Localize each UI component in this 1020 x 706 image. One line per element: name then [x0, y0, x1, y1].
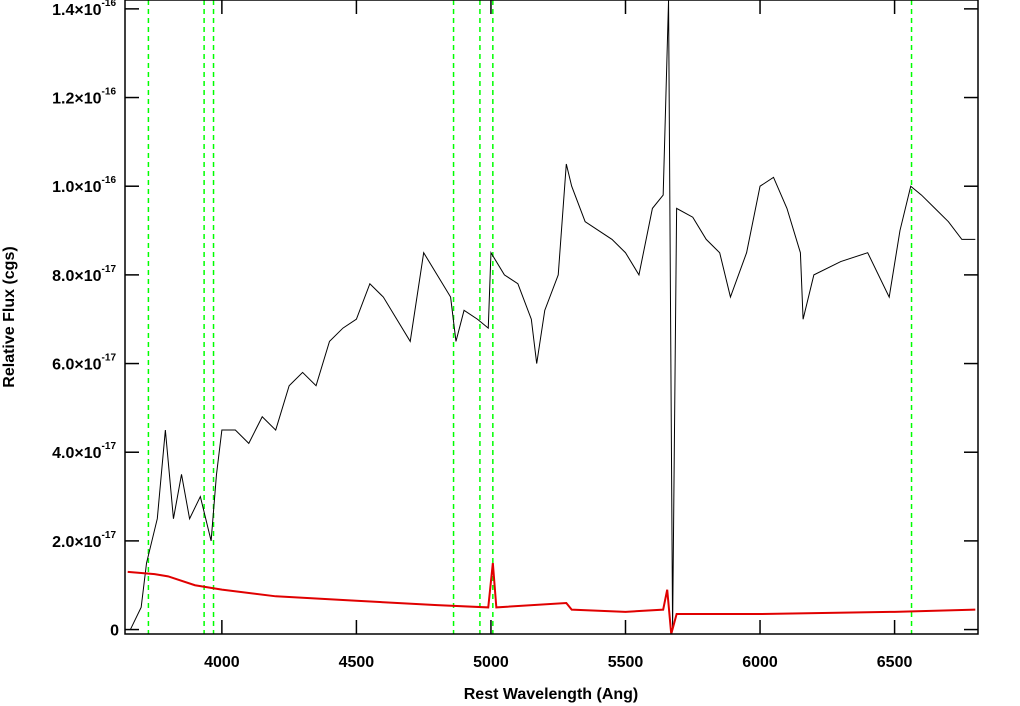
- y-tick-mantissa: 1.2×10: [52, 91, 101, 108]
- y-tick-label: 8.0×10-17: [52, 264, 116, 285]
- y-tick-mantissa: 1.4×10: [52, 2, 101, 19]
- y-tick-mantissa: 2.0×10: [52, 534, 101, 551]
- y-tick-label: 1.2×10-16: [52, 87, 116, 108]
- x-tick-label: 5000: [473, 654, 509, 671]
- y-tick-label: 0: [110, 623, 119, 640]
- spectrum-line: [127, 562, 976, 634]
- x-tick-label: 5500: [608, 654, 644, 671]
- spectrum-line: [129, 0, 976, 630]
- y-tick-exponent: -17: [102, 441, 117, 452]
- y-tick-exponent: -16: [102, 87, 117, 98]
- y-tick-exponent: -16: [102, 175, 117, 186]
- y-tick-label: 6.0×10-17: [52, 353, 116, 374]
- y-tick-mantissa: 6.0×10: [52, 357, 101, 374]
- y-tick-exponent: -17: [102, 264, 117, 275]
- y-tick-mantissa: 4.0×10: [52, 445, 101, 462]
- x-tick-label: 6000: [742, 654, 778, 671]
- y-axis-label: Relative Flux (cgs): [1, 246, 18, 387]
- x-tick-label: 6500: [877, 654, 913, 671]
- y-tick-exponent: -17: [102, 530, 117, 541]
- y-tick-label: 1.0×10-16: [52, 175, 116, 196]
- y-tick-mantissa: 1.0×10: [52, 179, 101, 196]
- x-tick-label: 4500: [339, 654, 375, 671]
- y-tick-label: 1.4×10-16: [52, 0, 116, 19]
- y-tick-exponent: -17: [102, 353, 117, 364]
- x-axis-label: Rest Wavelength (Ang): [464, 686, 639, 703]
- y-tick-label: 4.0×10-17: [52, 441, 116, 462]
- y-tick-mantissa: 8.0×10: [52, 268, 101, 285]
- plot-frame: [124, 0, 979, 635]
- y-tick-exponent: -16: [102, 0, 117, 9]
- x-tick-label: 4000: [204, 654, 240, 671]
- y-tick-label: 2.0×10-17: [52, 530, 116, 551]
